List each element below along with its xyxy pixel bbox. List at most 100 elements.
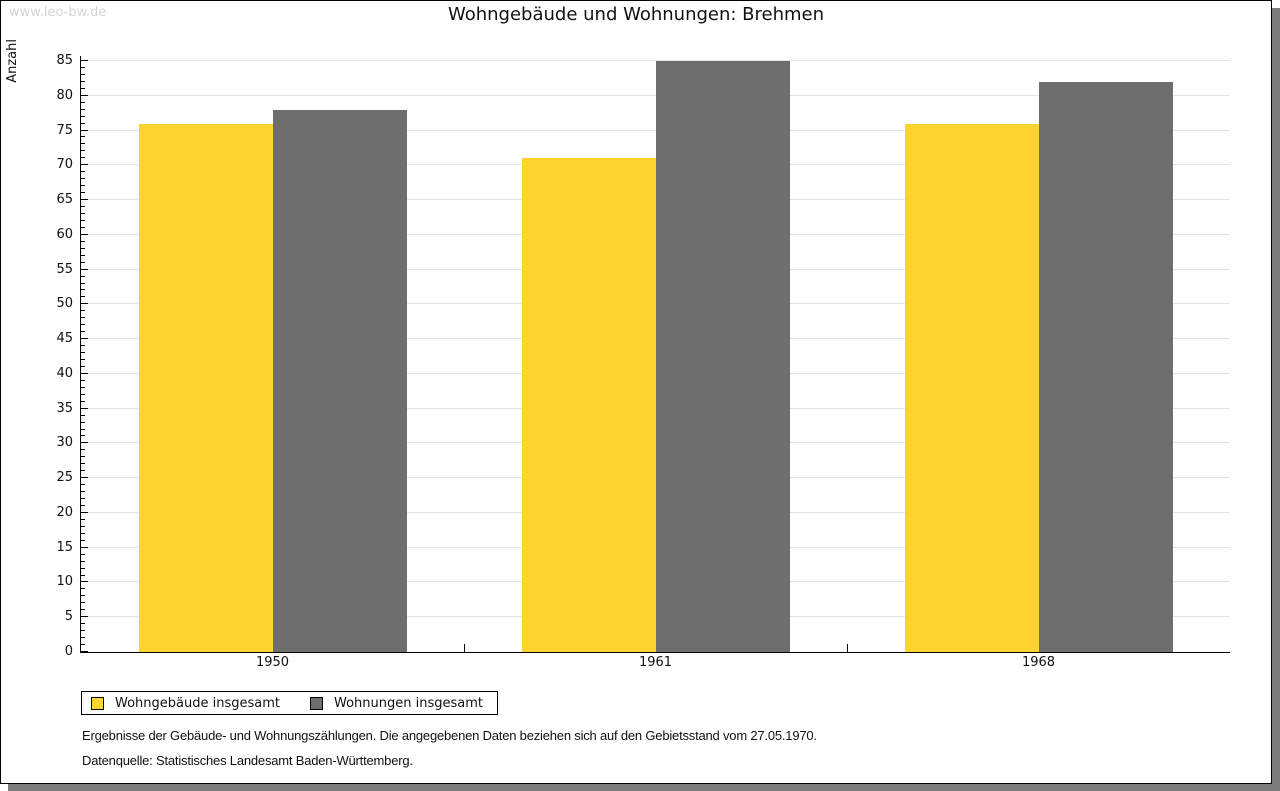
y-minor-tick bbox=[81, 449, 85, 451]
y-minor-tick bbox=[81, 108, 85, 110]
legend-label-wohngebaeude: Wohngebäude insgesamt bbox=[115, 695, 280, 711]
y-minor-tick bbox=[81, 393, 85, 395]
y-minor-tick bbox=[81, 498, 85, 500]
y-minor-tick bbox=[81, 143, 85, 145]
group-divider-tick bbox=[847, 644, 848, 652]
y-minor-tick bbox=[81, 136, 85, 138]
y-major-tick bbox=[81, 164, 88, 166]
y-major-tick bbox=[81, 303, 88, 305]
bar-series1-1950 bbox=[138, 123, 273, 652]
y-major-tick bbox=[81, 372, 88, 374]
y-tick-label: 25 bbox=[56, 470, 73, 486]
x-category-label: 1968 bbox=[1021, 655, 1056, 670]
y-minor-tick bbox=[81, 115, 85, 117]
legend-label-wohnungen: Wohnungen insgesamt bbox=[334, 695, 483, 711]
y-minor-tick bbox=[81, 157, 85, 159]
y-minor-tick bbox=[81, 644, 85, 646]
y-minor-tick bbox=[81, 358, 85, 360]
y-minor-tick bbox=[81, 560, 85, 562]
y-minor-tick bbox=[81, 80, 85, 82]
y-minor-tick bbox=[81, 491, 85, 493]
y-minor-tick bbox=[81, 178, 85, 180]
y-minor-tick bbox=[81, 637, 85, 639]
bar-series1-1968 bbox=[904, 123, 1039, 652]
y-tick-label: 45 bbox=[56, 331, 73, 347]
y-minor-tick bbox=[81, 630, 85, 632]
y-minor-tick bbox=[81, 602, 85, 604]
datasource-line: Datenquelle: Statistisches Landesamt Bad… bbox=[82, 753, 413, 768]
y-tick-label: 10 bbox=[56, 574, 73, 590]
y-major-tick bbox=[81, 60, 88, 61]
y-minor-tick bbox=[81, 261, 85, 263]
y-tick-label: 50 bbox=[56, 296, 73, 312]
y-major-tick bbox=[81, 338, 88, 340]
y-tick-label: 20 bbox=[56, 504, 73, 520]
legend: Wohngebäude insgesamt Wohnungen insgesam… bbox=[81, 691, 498, 715]
y-minor-tick bbox=[81, 254, 85, 256]
y-minor-tick bbox=[81, 73, 85, 75]
y-minor-tick bbox=[81, 240, 85, 242]
y-major-tick bbox=[81, 442, 88, 444]
y-tick-label: 30 bbox=[56, 435, 73, 451]
y-minor-tick bbox=[81, 484, 85, 486]
y-minor-tick bbox=[81, 421, 85, 423]
bar-series2-1950 bbox=[272, 109, 407, 652]
y-minor-tick bbox=[81, 226, 85, 228]
y-tick-label: 55 bbox=[56, 261, 73, 277]
y-minor-tick bbox=[81, 525, 85, 527]
bar-series1-1961 bbox=[521, 158, 656, 652]
y-minor-tick bbox=[81, 289, 85, 291]
y-minor-tick bbox=[81, 588, 85, 590]
y-minor-tick bbox=[81, 122, 85, 124]
y-minor-tick bbox=[81, 365, 85, 367]
footnote-line: Ergebnisse der Gebäude- und Wohnungszähl… bbox=[82, 728, 817, 743]
y-minor-tick bbox=[81, 66, 85, 68]
x-category-label: 1961 bbox=[638, 655, 673, 670]
y-tick-label: 85 bbox=[56, 53, 73, 68]
chart-title: Wohngebäude und Wohnungen: Brehmen bbox=[447, 4, 825, 25]
y-minor-tick bbox=[81, 505, 85, 506]
y-major-tick bbox=[81, 616, 88, 618]
y-minor-tick bbox=[81, 414, 85, 416]
bar-series2-1968 bbox=[1038, 81, 1173, 652]
y-major-tick bbox=[81, 94, 88, 96]
y-tick-label: 15 bbox=[56, 539, 73, 555]
y-tick-label: 35 bbox=[56, 400, 73, 416]
y-minor-tick bbox=[81, 296, 85, 298]
legend-item-wohnungen: Wohnungen insgesamt bbox=[310, 696, 483, 711]
legend-item-wohngebaeude: Wohngebäude insgesamt bbox=[91, 696, 280, 711]
y-minor-tick bbox=[81, 352, 85, 354]
y-minor-tick bbox=[81, 400, 85, 402]
y-major-tick bbox=[81, 407, 88, 409]
y-minor-tick bbox=[81, 206, 85, 208]
y-minor-tick bbox=[81, 171, 85, 173]
y-minor-tick bbox=[81, 247, 85, 249]
y-major-tick bbox=[81, 477, 88, 479]
y-major-tick bbox=[81, 199, 88, 201]
y-tick-label: 40 bbox=[56, 365, 73, 381]
bar-series2-1961 bbox=[655, 61, 790, 652]
y-minor-tick bbox=[81, 219, 85, 221]
y-major-tick bbox=[81, 546, 88, 548]
y-minor-tick bbox=[81, 456, 85, 458]
y-minor-tick bbox=[81, 428, 85, 430]
y-tick-label: 0 bbox=[64, 644, 73, 659]
group-divider-tick bbox=[464, 644, 465, 652]
y-minor-tick bbox=[81, 539, 85, 541]
legend-swatch-wohnungen bbox=[310, 696, 323, 710]
plot-area: 0 5 10 15 20 25 30 35 40 45 50 55 60 65 70 75 80 85 1950 19… bbox=[56, 54, 1230, 670]
y-minor-tick bbox=[81, 463, 85, 465]
y-major-tick bbox=[81, 129, 88, 131]
y-minor-tick bbox=[81, 609, 85, 611]
y-minor-tick bbox=[81, 150, 85, 152]
watermark-text: www.leo-bw.de bbox=[9, 5, 107, 20]
y-axis-title: Anzahl bbox=[5, 39, 20, 83]
y-minor-tick bbox=[81, 87, 85, 89]
y-minor-tick bbox=[81, 553, 85, 555]
y-minor-tick bbox=[81, 317, 85, 319]
y-minor-tick bbox=[81, 435, 85, 437]
y-tick-label: 65 bbox=[56, 192, 73, 208]
y-minor-tick bbox=[81, 470, 85, 472]
y-minor-tick bbox=[81, 185, 85, 187]
